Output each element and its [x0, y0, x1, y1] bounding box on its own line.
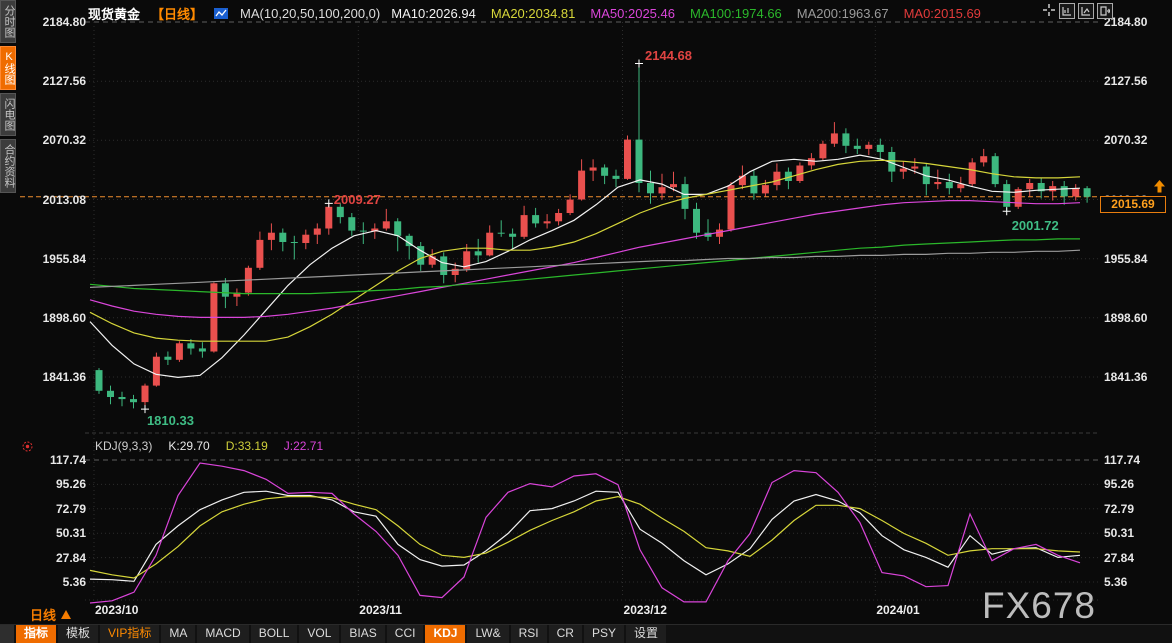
bottom-tab-BIAS[interactable]: BIAS [341, 625, 385, 643]
crosshair-icon[interactable] [1042, 3, 1056, 17]
current-price-box[interactable]: 2015.69 [1100, 196, 1166, 213]
kdj-axis-label: 117.74 [49, 453, 86, 467]
watermark: FX678 [982, 585, 1097, 626]
period-tag[interactable]: 【日线】 [151, 7, 204, 22]
price-axis-label: 2127.56 [1104, 74, 1148, 89]
bottom-tab-RSI[interactable]: RSI [510, 625, 547, 643]
pane-layout-icon[interactable] [1059, 3, 1075, 19]
price-axis-label: 1955.84 [1104, 251, 1148, 266]
date-axis-label: 2024/01 [876, 603, 920, 617]
kdj-axis-label: 72.79 [55, 501, 86, 516]
sidebar: 分时图 K线图闪电图合约资料 [0, 0, 16, 643]
kdj-axis-label: 72.79 [1104, 501, 1135, 516]
sidebar-item-timeline[interactable]: 分时图 [0, 0, 16, 43]
toolbar-corner [0, 625, 14, 643]
bottom-tab-模板[interactable]: 模板 [58, 625, 99, 643]
chart-tool-icons [1042, 3, 1113, 19]
pane-indicator-icon[interactable] [1078, 3, 1094, 19]
indicator-marker-icon[interactable] [21, 440, 34, 458]
kdj-formula: KDJ(9,3,3) [95, 439, 153, 453]
kdj-legend: KDJ(9,3,3) K:29.70 D:33.19 J:22.71 [95, 439, 323, 453]
kdj-axis-label: 5.36 [62, 574, 86, 589]
price-axis-label: 1898.60 [42, 310, 86, 325]
date-axis-label: 2023/11 [359, 603, 402, 617]
bottom-tab-BOLL[interactable]: BOLL [250, 625, 298, 643]
ma-legend-value: MA10:2026.94 [391, 6, 476, 21]
price-axis-label: 1898.60 [1104, 310, 1148, 325]
kline-chart-icon[interactable] [214, 7, 229, 20]
bottom-tab-VOL[interactable]: VOL [299, 625, 340, 643]
sidebar-item-flash[interactable]: 闪电图 [0, 93, 16, 136]
price-axis-label: 1841.36 [1104, 370, 1148, 384]
bottom-tab-MA[interactable]: MA [161, 625, 196, 643]
kdj-axis-label: 50.31 [55, 526, 86, 541]
sidebar-item-contract-info[interactable]: 合约资料 [0, 139, 16, 193]
bottom-tab-KDJ[interactable]: KDJ [425, 625, 466, 643]
kdj-axis-label: 50.31 [1104, 526, 1135, 541]
bottom-tab-CR[interactable]: CR [548, 625, 582, 643]
price-annotation: 2009.27 [333, 192, 381, 208]
symbol-name: 现货黄金 [88, 7, 141, 22]
period-selector[interactable]: 日线 [30, 605, 72, 624]
ma-legend-value: MA0:2015.69 [903, 6, 981, 21]
bottom-tab-LW&[interactable]: LW& [467, 625, 509, 643]
price-axis-label: 2070.32 [42, 133, 86, 148]
pane-expand-icon[interactable] [1097, 3, 1113, 19]
kdj-axis-label: 5.36 [1104, 574, 1128, 589]
price-axis-label: 1955.84 [42, 251, 86, 266]
kdj-k-value: K:29.70 [168, 439, 210, 453]
date-axis-label: 2023/12 [623, 603, 667, 617]
kdj-axis-label: 95.26 [55, 477, 86, 492]
ma-legend-value: MA20:2034.81 [490, 6, 576, 21]
ma-legend-value: MA200:1963.67 [796, 6, 889, 21]
price-axis-label: 1841.36 [42, 370, 86, 384]
bottom-tab-MACD[interactable]: MACD [197, 625, 249, 643]
price-axis-label: 2127.56 [42, 74, 86, 89]
kdj-d-value: D:33.19 [225, 439, 268, 453]
ma-legend-value: MA100:1974.66 [689, 6, 782, 21]
period-label[interactable]: 日线 [30, 608, 57, 623]
price-up-arrow-icon[interactable] [1153, 180, 1166, 198]
bottom-tab-VIP指标[interactable]: VIP指标 [100, 625, 160, 643]
price-axis-label: 2184.80 [1104, 15, 1148, 29]
bottom-toolbar: 指标 模板 VIP指标 MA MACD BOLL VOL BIAS CCI KDJ LW& RSI CR… [0, 624, 1172, 643]
kdj-axis-label: 117.74 [1104, 453, 1141, 467]
price-axis-label: 2184.80 [42, 15, 86, 29]
bottom-tab-PSY[interactable]: PSY [583, 625, 624, 643]
price-axis-label: 2070.32 [1104, 133, 1148, 148]
bottom-tab-CCI[interactable]: CCI [386, 625, 424, 643]
arrow-up-icon [61, 610, 72, 619]
date-axis-label: 2023/10 [95, 603, 139, 617]
sidebar-item-kline[interactable]: K线图 [0, 46, 16, 90]
kdj-j-value: J:22.71 [283, 439, 324, 453]
kdj-axis-label: 27.84 [1104, 550, 1135, 565]
price-annotation: 2001.72 [1011, 218, 1059, 234]
bottom-tab-设置[interactable]: 设置 [625, 625, 666, 643]
price-annotation: 2144.68 [645, 48, 693, 64]
kdj-axis-label: 95.26 [1104, 477, 1135, 492]
ma-formula: MA(10,20,50,100,200,0) [240, 6, 381, 21]
kdj-axis-label: 27.84 [55, 550, 86, 565]
ma-values: MA10:2026.94 MA20:2034.81 MA50:2025.46 MA10… [391, 6, 984, 21]
price-annotation: 1810.33 [146, 413, 194, 429]
price-axis-label: 2013.08 [42, 192, 86, 207]
bottom-tab-指标[interactable]: 指标 [16, 625, 57, 643]
ma-legend-value: MA50:2025.46 [590, 6, 675, 21]
chart-legend: 现货黄金 【日线】 MA(10,20,50,100,200,0) MA10:20… [88, 4, 984, 23]
